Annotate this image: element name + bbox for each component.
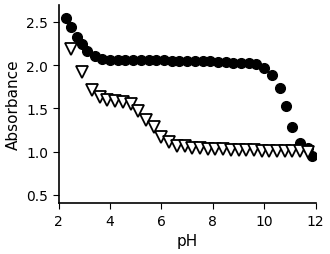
Y-axis label: Absorbance: Absorbance <box>6 59 20 150</box>
X-axis label: pH: pH <box>177 233 198 248</box>
